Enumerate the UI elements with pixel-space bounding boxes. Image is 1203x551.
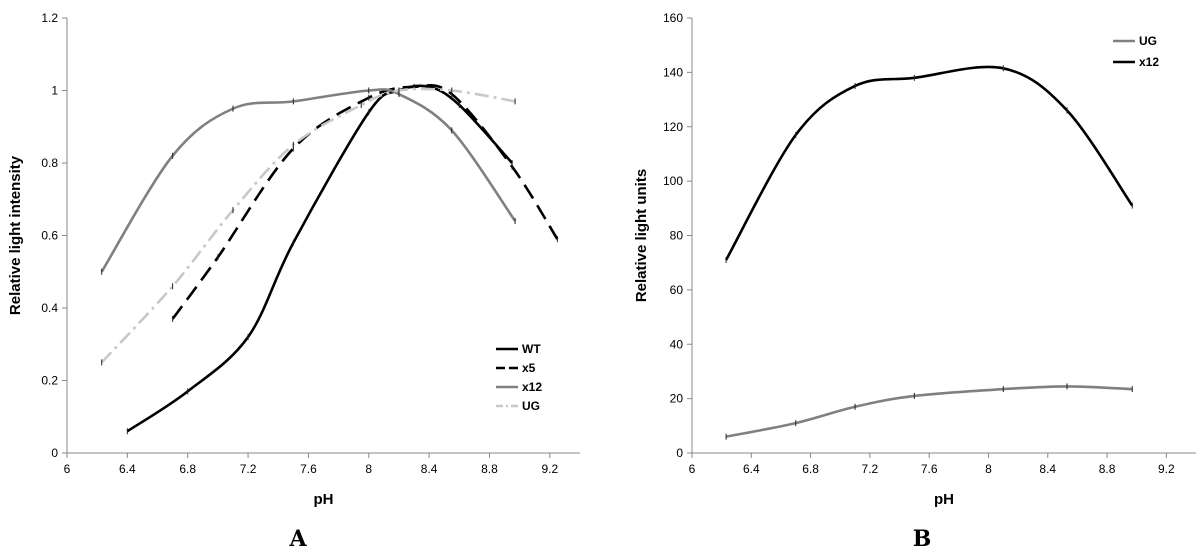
series-line-x12 xyxy=(724,65,1134,261)
y-tick-label: 0 xyxy=(51,446,58,460)
x-tick-label: 9.2 xyxy=(541,462,558,476)
legend-label-x5: x5 xyxy=(522,361,536,375)
y-tick-label: 0 xyxy=(676,446,683,460)
x-tick-label: 6.4 xyxy=(119,462,136,476)
series-line-wt xyxy=(126,84,514,433)
y-tick-label: 0.8 xyxy=(41,156,58,170)
chart-panel-b: 6 6.4 6.8 7.2 7.6 8 8.4 8.8 9.2 0 20 40 60 80 100 120 14… xyxy=(633,11,1196,551)
x-tick-label: 6 xyxy=(64,462,71,476)
x-tick-label: 6.8 xyxy=(179,462,196,476)
y-tick-label: 20 xyxy=(670,392,684,406)
legend-label-x12: x12 xyxy=(1139,55,1159,69)
legend-label-x12: x12 xyxy=(522,380,542,394)
chart-panel-a: 6 6.4 6.8 7.2 7.6 8 8.4 8.8 9.2 0 0.2 0.4 0.6 0.8 1 1.2… xyxy=(7,11,580,551)
y-tick-label: 1 xyxy=(51,84,58,98)
y-tick-label: 100 xyxy=(663,174,683,188)
y-tick-label: 140 xyxy=(663,65,683,79)
y-tick-label: 60 xyxy=(670,283,684,297)
y-tick-label: 40 xyxy=(670,337,684,351)
y-tick-label: 0.6 xyxy=(41,229,58,243)
x-tick-label: 8.8 xyxy=(1099,462,1116,476)
y-tick-label: 0.4 xyxy=(41,301,58,315)
x-tick-label: 7.6 xyxy=(921,462,938,476)
y-tick-label: 80 xyxy=(670,229,684,243)
x-tick-label: 7.2 xyxy=(862,462,879,476)
x-tick-label: 6.4 xyxy=(743,462,760,476)
x-tick-label: 8 xyxy=(985,462,992,476)
panel-label: A xyxy=(288,526,307,551)
x-tick-label: 8 xyxy=(365,462,372,476)
y-axis-title: Relative light intensity xyxy=(7,155,24,315)
x-tick-label: 8.4 xyxy=(421,462,438,476)
x-tick-label: 9.2 xyxy=(1158,462,1175,476)
legend-label-ug: UG xyxy=(522,399,540,413)
x-axis-title: pH xyxy=(314,491,334,508)
y-axis-title: Relative light units xyxy=(633,169,650,302)
y-tick-label: 1.2 xyxy=(41,11,58,25)
legend-label-wt: WT xyxy=(522,342,541,356)
legend-label-ug: UG xyxy=(1139,34,1157,48)
series-line-x12 xyxy=(100,88,517,273)
x-axis-title: pH xyxy=(934,491,954,508)
panel-label: B xyxy=(913,526,932,551)
y-tick-label: 0.2 xyxy=(41,374,58,388)
series-line-ug xyxy=(100,87,516,364)
series-line-ug xyxy=(725,385,1133,438)
x-tick-label: 6 xyxy=(689,462,696,476)
series-line-x5 xyxy=(171,83,559,320)
x-tick-label: 6.8 xyxy=(802,462,819,476)
y-tick-label: 120 xyxy=(663,120,683,134)
x-tick-label: 7.6 xyxy=(300,462,317,476)
x-tick-label: 8.4 xyxy=(1039,462,1056,476)
x-tick-label: 8.8 xyxy=(481,462,498,476)
y-tick-label: 160 xyxy=(663,11,683,25)
x-tick-label: 7.2 xyxy=(240,462,257,476)
